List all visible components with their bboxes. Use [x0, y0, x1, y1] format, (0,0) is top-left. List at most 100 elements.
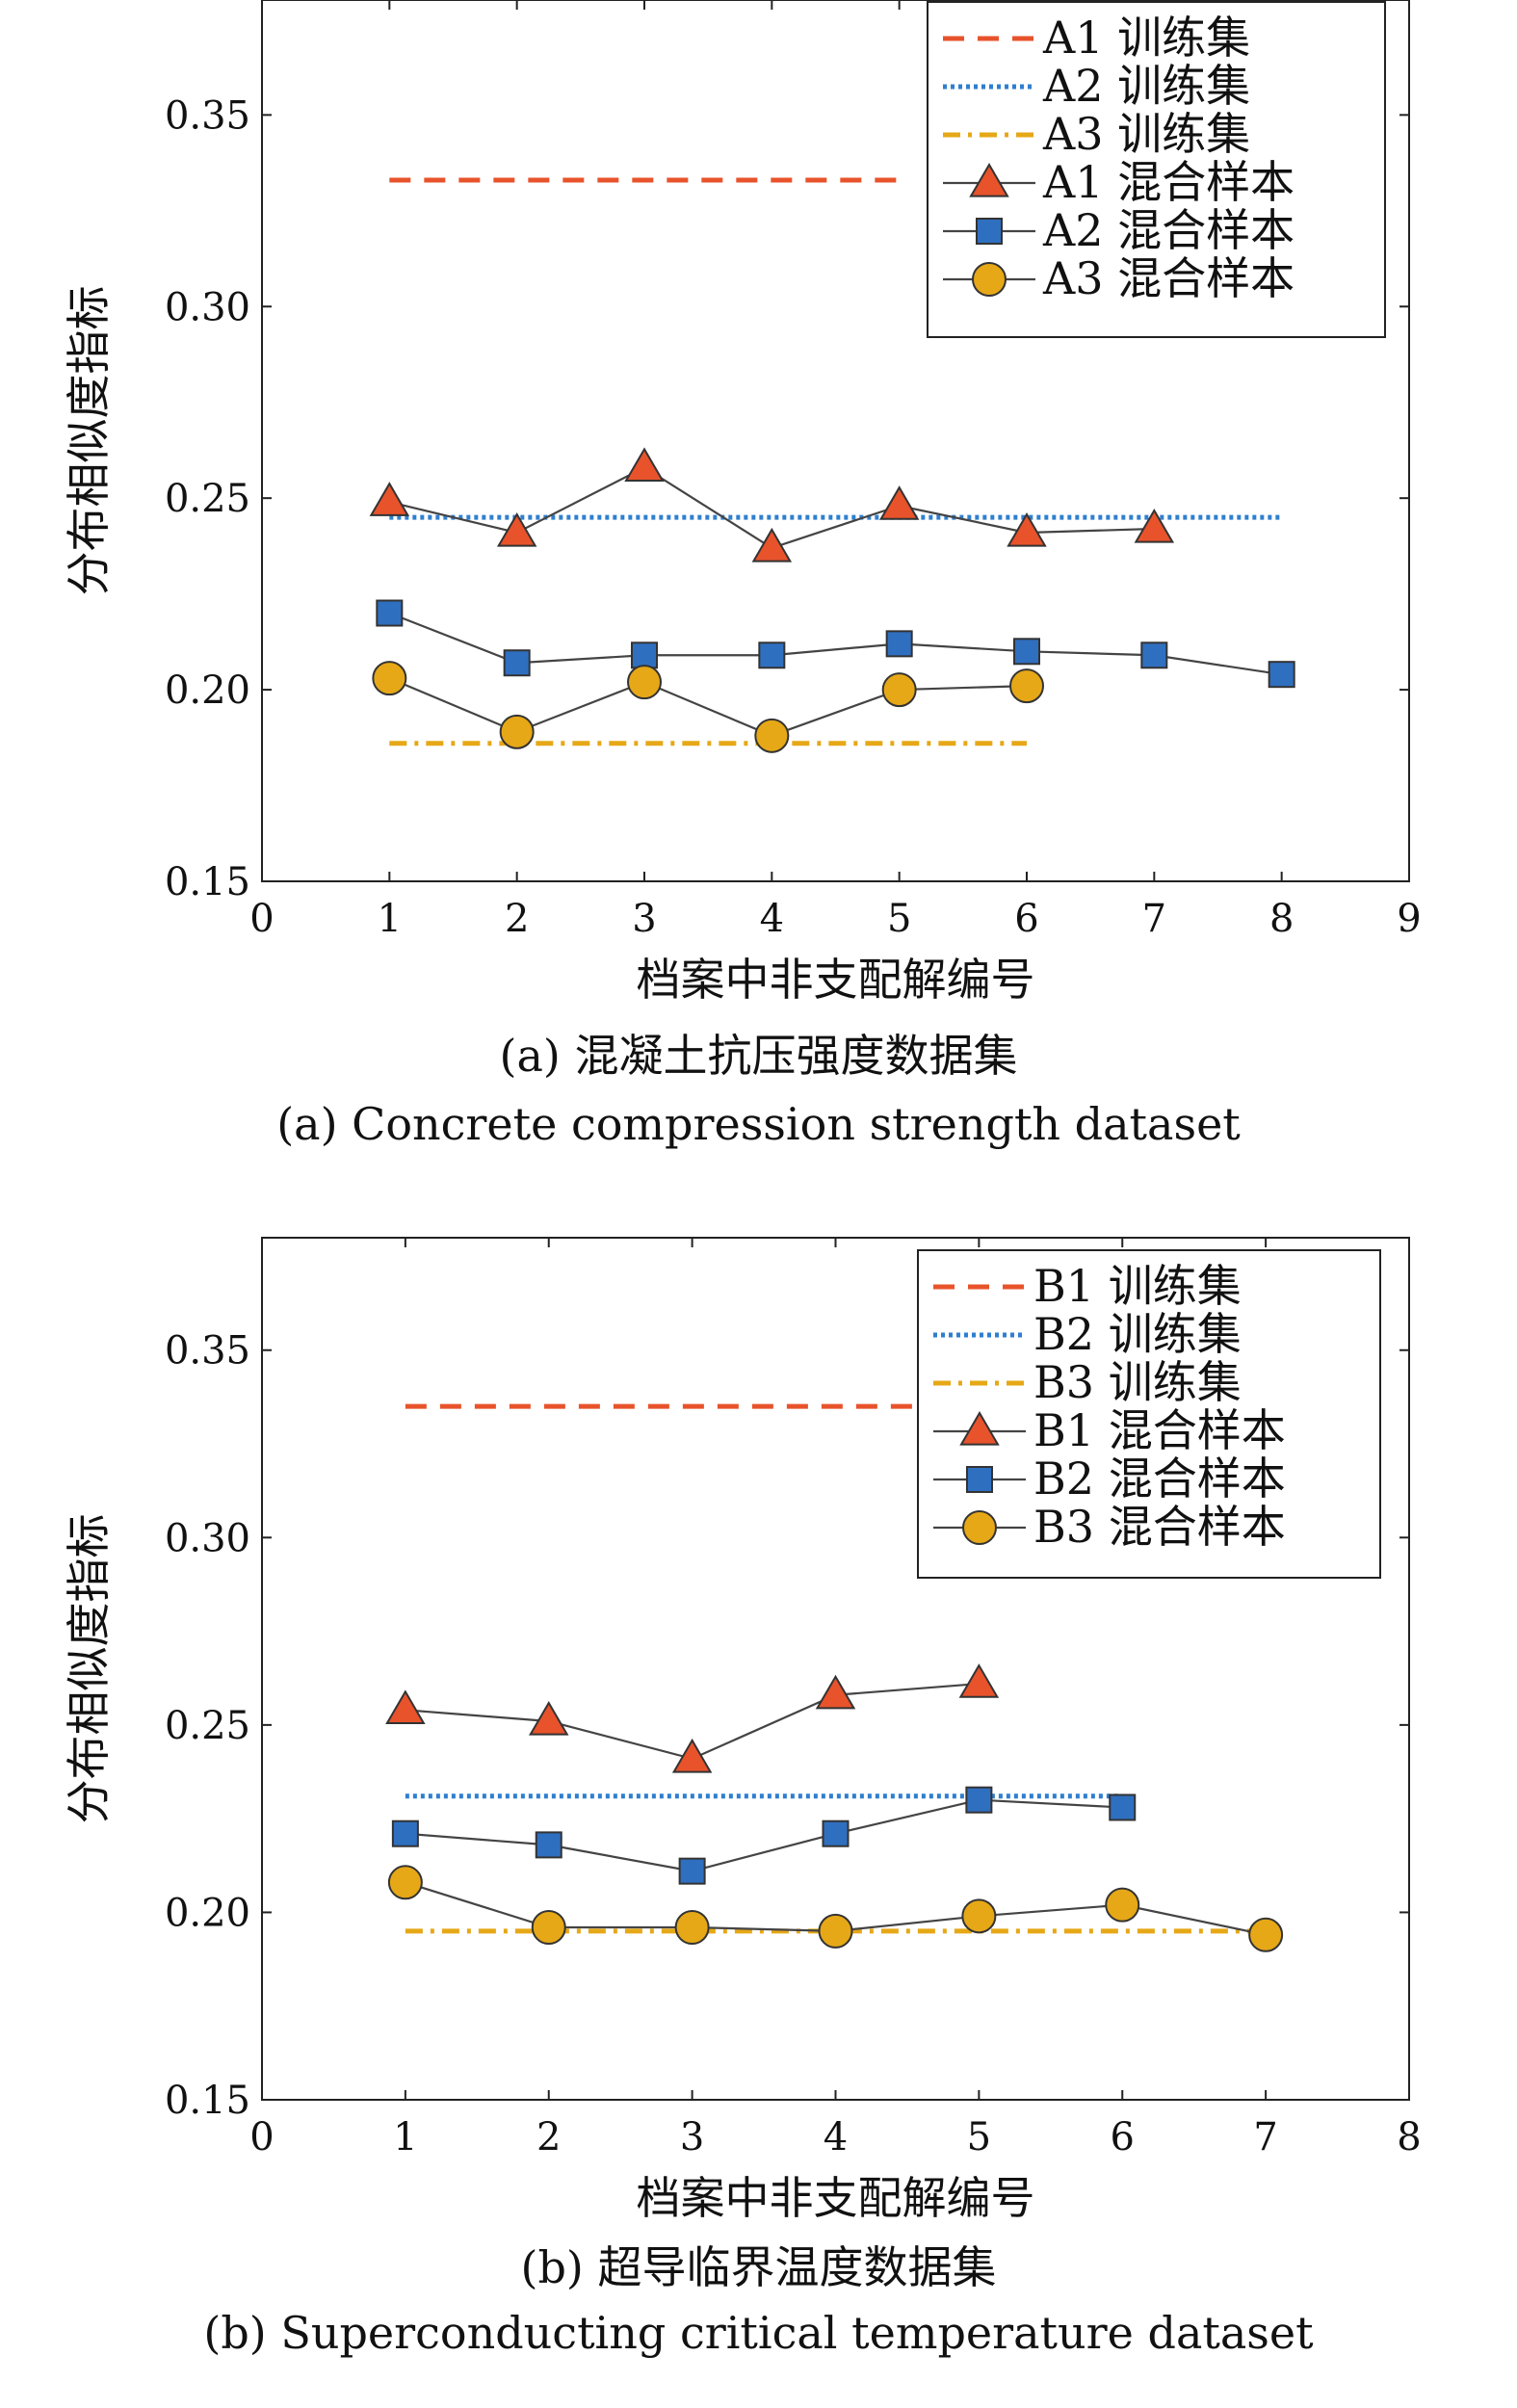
legend-marker-circle: [962, 1510, 997, 1545]
data-point-circle: [627, 665, 662, 700]
series-6: [387, 1865, 1284, 1952]
data-point-square: [678, 1857, 706, 1885]
x-tick-label: 9: [1397, 897, 1421, 941]
data-point-triangle: [1134, 509, 1175, 543]
legend-marker-square: [976, 218, 1003, 245]
chart-panel-b: 0 1 2 3 4 5 6 7 8 0.15 0.20 0.25 0.30 0.35 档案中非支配解编号 分布…: [0, 1204, 1517, 2408]
legend-marker-circle: [972, 262, 1007, 297]
legend-label: A2 混合样本: [1042, 204, 1295, 256]
series-4: [385, 1663, 1000, 1773]
y-tick-label: 0.20: [165, 668, 250, 713]
x-tick-label: 8: [1269, 897, 1294, 941]
caption-b-en: (b) Superconducting critical temperature…: [203, 2307, 1314, 2359]
data-point-circle: [818, 1913, 853, 1949]
legend-label: B2 训练集: [1033, 1308, 1242, 1360]
series-4: [369, 447, 1175, 563]
data-point-triangle: [671, 1738, 713, 1773]
data-point-triangle: [624, 447, 665, 483]
y-axis-title: 分布相似度指标: [63, 1514, 115, 1824]
y-tick-label: 0.20: [165, 1891, 250, 1935]
plot-frame: [261, 0, 1410, 882]
data-point-circle: [372, 661, 407, 696]
legend-marker-triangle: [959, 1411, 1000, 1446]
legend-label: B3 混合样本: [1033, 1501, 1286, 1553]
data-point-square: [885, 630, 913, 658]
data-point-circle: [387, 1865, 423, 1900]
x-tick-label: 3: [632, 897, 656, 941]
data-point-square: [631, 641, 658, 669]
legend-label: A3 训练集: [1042, 108, 1250, 160]
legend-label: A3 混合样本: [1042, 252, 1295, 304]
legend-label: B2 混合样本: [1033, 1453, 1286, 1505]
x-tick-label: 0: [249, 897, 274, 941]
data-point-circle: [961, 1898, 997, 1934]
x-tick-label: 5: [887, 897, 911, 941]
data-point-triangle: [815, 1674, 856, 1710]
data-point-circle: [1248, 1917, 1284, 1952]
x-tick-label: 0: [249, 2115, 274, 2159]
data-point-triangle: [369, 482, 410, 516]
series-5: [391, 1786, 1137, 1885]
x-tick-label: 2: [536, 2115, 561, 2159]
data-point-triangle: [496, 511, 537, 547]
series-line: [388, 677, 1028, 738]
chart-panel-a: 0 1 2 3 4 5 6 7 8 9 0.15 0.20 0.25 0.30 0.35 档案中非支配解编号 分…: [0, 0, 1517, 1156]
legend-label: A1 训练集: [1042, 12, 1250, 64]
data-point-square: [1140, 641, 1168, 669]
data-point-square: [1109, 1793, 1137, 1821]
data-point-square: [822, 1819, 850, 1847]
x-tick-label: 6: [1014, 897, 1038, 941]
y-tick-label: 0.35: [165, 93, 250, 138]
data-point-square: [1268, 661, 1295, 689]
data-point-circle: [531, 1910, 566, 1945]
data-point-circle: [754, 718, 790, 753]
legend-label: B1 混合样本: [1033, 1404, 1286, 1456]
series-6: [372, 661, 1044, 753]
series-5: [376, 599, 1295, 689]
data-point-square: [376, 599, 404, 627]
x-tick-label: 3: [680, 2115, 704, 2159]
caption-a-en: (a) Concrete compression strength datase…: [276, 1098, 1241, 1150]
data-point-circle: [499, 714, 535, 749]
caption-a-cn: (a) 混凝土抗压强度数据集: [499, 1030, 1018, 1082]
y-tick-label: 0.25: [165, 1704, 250, 1748]
data-point-circle: [1105, 1887, 1140, 1923]
data-point-square: [503, 649, 531, 677]
data-point-triangle: [958, 1663, 1000, 1698]
data-point-square: [535, 1831, 562, 1859]
y-tick-label: 0.25: [165, 477, 250, 521]
data-point-square: [391, 1819, 419, 1847]
x-tick-label: 4: [824, 2115, 848, 2159]
y-axis-title: 分布相似度指标: [63, 286, 115, 596]
x-tick-label: 6: [1111, 2115, 1135, 2159]
legend-label: A2 训练集: [1042, 60, 1250, 112]
y-tick-label: 0.30: [165, 285, 250, 329]
data-point-triangle: [751, 527, 793, 563]
caption-b-cn: (b) 超导临界温度数据集: [520, 2241, 997, 2293]
legend-marker-square: [966, 1466, 993, 1493]
x-axis-title: 档案中非支配解编号: [637, 2172, 1035, 2224]
legend-label: B3 训练集: [1033, 1356, 1242, 1408]
x-tick-label: 2: [505, 897, 529, 941]
data-point-square: [965, 1786, 993, 1814]
data-point-triangle: [878, 485, 920, 520]
chart-a-svg: 0 1 2 3 4 5 6 7 8 9 0.15 0.20 0.25 0.30 0.35 档案中非支配解编号 分…: [63, 0, 1422, 1006]
y-tick-label: 0.15: [165, 2079, 250, 2123]
x-tick-label: 7: [1142, 897, 1166, 941]
x-tick-label: 7: [1253, 2115, 1277, 2159]
data-point-square: [758, 641, 786, 669]
y-tick-label: 0.15: [165, 860, 250, 904]
data-point-square: [1013, 638, 1040, 666]
legend-marker-triangle: [969, 163, 1009, 197]
series-line: [388, 612, 1282, 676]
legend-label: A1 混合样本: [1042, 156, 1295, 208]
y-tick-label: 0.30: [165, 1516, 250, 1560]
x-tick-label: 1: [378, 897, 402, 941]
data-point-triangle: [385, 1689, 426, 1724]
x-tick-label: 1: [393, 2115, 417, 2159]
x-tick-label: 5: [967, 2115, 991, 2159]
chart-b-svg: 0 1 2 3 4 5 6 7 8 0.15 0.20 0.25 0.30 0.35 档案中非支配解编号 分布…: [63, 1237, 1422, 2224]
x-tick-label: 8: [1397, 2115, 1421, 2159]
